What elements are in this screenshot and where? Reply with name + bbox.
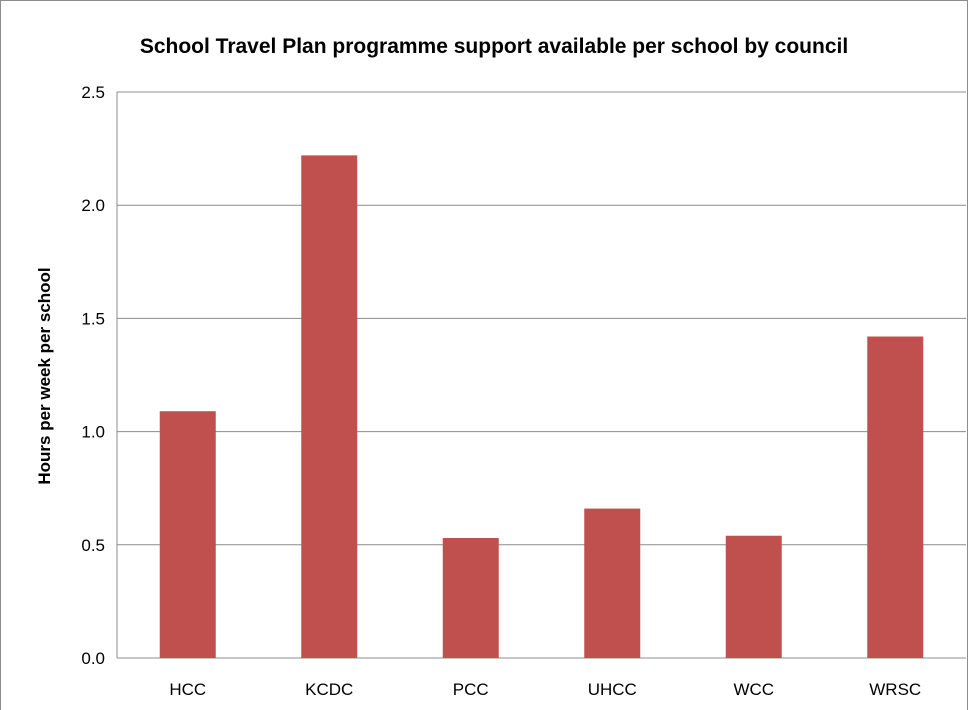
bar-wrsc [867, 336, 924, 658]
x-tick-label: PCC [453, 680, 489, 699]
bar-wcc [725, 535, 782, 658]
bar-uhcc [584, 508, 641, 658]
y-axis-label: Hours per week per school [35, 267, 54, 484]
bar-hcc [159, 411, 216, 658]
x-tick-label: UHCC [588, 680, 637, 699]
y-tick-label: 0.0 [81, 649, 105, 668]
y-tick-label: 2.0 [81, 196, 105, 215]
x-tick-label: WRSC [869, 680, 921, 699]
y-tick-label: 2.5 [81, 83, 105, 102]
y-tick-label: 0.5 [81, 536, 105, 555]
bar-kcdc [301, 155, 358, 658]
bars [159, 155, 924, 658]
y-tick-label: 1.5 [81, 309, 105, 328]
bar-pcc [442, 538, 499, 658]
chart-title: School Travel Plan programme support ava… [140, 35, 848, 58]
gridlines [116, 91, 966, 659]
y-tick-labels: 0.0 0.5 1.0 1.5 2.0 2.5 [81, 83, 105, 668]
x-tick-label: WCC [733, 680, 774, 699]
y-tick-label: 1.0 [81, 423, 105, 442]
x-tick-labels: HCC KCDC PCC UHCC WCC WRSC [169, 680, 921, 699]
x-tick-label: KCDC [305, 680, 353, 699]
x-tick-label: HCC [169, 680, 206, 699]
